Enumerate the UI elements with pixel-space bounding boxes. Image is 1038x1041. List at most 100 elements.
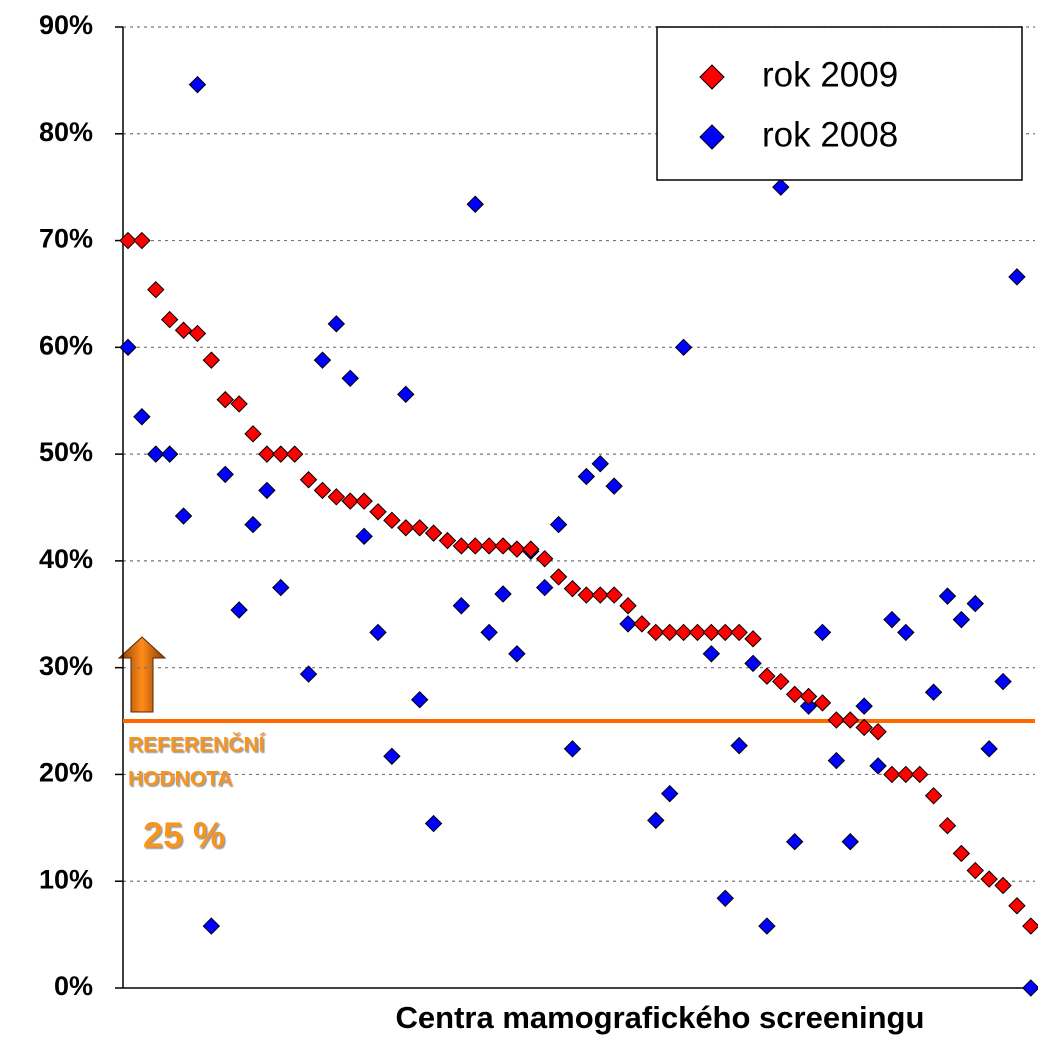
- point: [897, 623, 915, 642]
- point: [341, 492, 359, 510]
- point: [410, 519, 429, 537]
- point: [633, 615, 651, 633]
- point: [535, 578, 554, 597]
- point: [494, 585, 512, 603]
- annotation-text: REFERENČNÍ: [128, 733, 266, 757]
- point: [674, 338, 693, 357]
- point: [133, 231, 151, 250]
- point: [452, 597, 471, 615]
- legend-label: rok 2009: [762, 55, 898, 94]
- point: [744, 630, 762, 648]
- point: [327, 488, 346, 506]
- point: [424, 524, 443, 542]
- point: [410, 690, 429, 709]
- point: [869, 723, 887, 741]
- point: [424, 814, 443, 833]
- point: [549, 568, 568, 586]
- y-tick-label: 60%: [39, 330, 93, 360]
- point: [966, 594, 984, 613]
- point: [452, 537, 471, 555]
- point: [1008, 897, 1026, 915]
- point: [758, 667, 776, 685]
- point: [383, 511, 401, 530]
- point: [119, 231, 137, 250]
- point: [244, 425, 262, 443]
- point: [1022, 979, 1038, 997]
- point: [466, 195, 484, 213]
- point: [772, 672, 790, 691]
- point: [160, 310, 179, 329]
- point: [174, 507, 193, 525]
- point: [966, 861, 984, 880]
- point: [591, 586, 609, 604]
- point: [313, 481, 332, 500]
- y-tick-label: 40%: [39, 544, 93, 574]
- point: [508, 540, 526, 558]
- point: [897, 765, 915, 784]
- point: [619, 615, 637, 633]
- point: [119, 338, 137, 357]
- point: [508, 645, 526, 663]
- y-tick-label: 50%: [39, 437, 93, 467]
- point: [133, 408, 151, 426]
- point: [563, 579, 582, 598]
- point: [355, 527, 373, 546]
- point: [258, 445, 276, 463]
- point: [716, 623, 734, 642]
- point: [744, 654, 762, 673]
- point: [980, 870, 998, 888]
- point: [688, 623, 707, 642]
- point: [299, 665, 318, 683]
- point: [813, 694, 832, 712]
- point: [327, 315, 346, 333]
- point: [577, 467, 596, 486]
- point: [397, 385, 415, 404]
- point: [799, 687, 818, 706]
- point: [1008, 268, 1026, 286]
- point: [674, 623, 693, 642]
- point: [813, 623, 832, 642]
- point: [535, 550, 554, 568]
- point: [480, 537, 498, 555]
- point: [869, 757, 887, 775]
- point: [272, 445, 290, 463]
- point: [994, 672, 1012, 691]
- point: [272, 578, 290, 597]
- point: [924, 683, 943, 701]
- point: [147, 280, 165, 299]
- point: [355, 492, 373, 510]
- point: [660, 623, 679, 642]
- point: [244, 515, 262, 534]
- point: [924, 787, 943, 805]
- legend-marker: [699, 124, 725, 150]
- point: [827, 711, 846, 729]
- point: [647, 811, 665, 830]
- point: [216, 465, 234, 484]
- point: [855, 697, 873, 715]
- point: [702, 623, 721, 642]
- point: [994, 876, 1012, 895]
- legend-box: [656, 26, 1023, 181]
- annotation-value: 25 %: [143, 815, 225, 856]
- annotation-text: HODNOTA: [128, 768, 233, 791]
- point: [660, 784, 679, 803]
- point: [383, 747, 401, 765]
- y-tick-label: 90%: [39, 10, 93, 40]
- point: [480, 623, 498, 642]
- point: [952, 844, 971, 863]
- point: [188, 75, 207, 94]
- point: [883, 765, 901, 784]
- point: [369, 623, 387, 642]
- point: [341, 369, 359, 388]
- y-tick-label: 10%: [39, 864, 93, 894]
- point: [938, 816, 957, 835]
- point: [522, 540, 540, 558]
- point: [147, 445, 165, 463]
- point: [216, 390, 234, 409]
- point: [230, 395, 248, 413]
- y-tick-label: 0%: [54, 971, 93, 1001]
- point: [397, 519, 415, 537]
- point: [591, 455, 609, 473]
- point: [786, 833, 804, 851]
- legend-marker: [699, 64, 725, 90]
